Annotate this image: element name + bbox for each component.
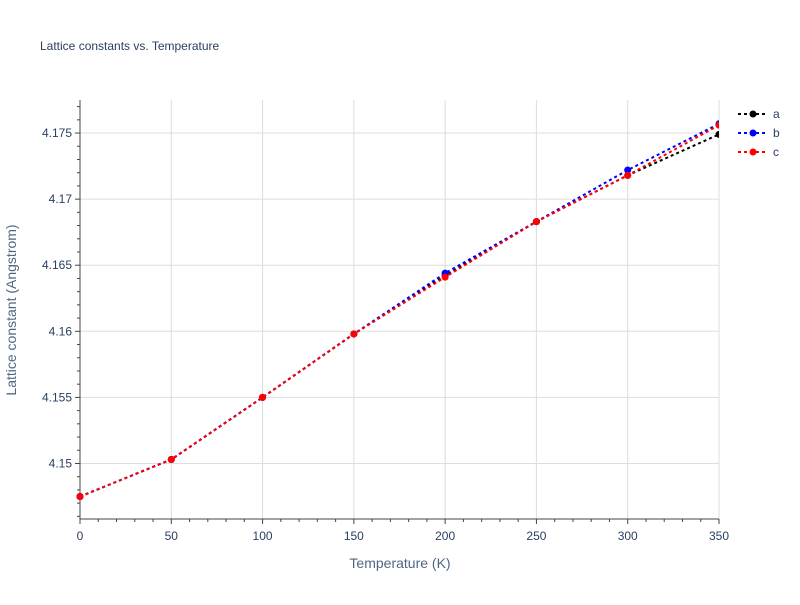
x-tick-label: 50 (165, 529, 179, 543)
y-axis-title: Lattice constant (Angstrom) (3, 224, 19, 395)
series-layer (76, 120, 719, 501)
data-point-c (259, 393, 267, 401)
x-tick-label: 350 (709, 529, 729, 543)
legend-swatch-marker (749, 110, 757, 118)
data-point-c (167, 456, 175, 464)
data-point-c (76, 493, 84, 501)
series-c (76, 121, 719, 501)
legend-label: b (773, 126, 780, 140)
data-point-c (624, 171, 632, 179)
series-line-c (79, 124, 719, 498)
x-tick-label: 0 (77, 529, 84, 543)
x-tick-label: 200 (435, 529, 455, 543)
y-tick-label: 4.17 (49, 192, 73, 206)
y-tick-label: 4.16 (49, 324, 73, 338)
x-tick-label: 150 (344, 529, 364, 543)
legend-item-a[interactable]: a (738, 107, 780, 121)
chart-title: Lattice constants vs. Temperature (40, 39, 220, 53)
y-tick-label: 4.165 (42, 258, 72, 272)
legend-swatch-marker (749, 148, 757, 156)
data-point-c (532, 218, 540, 226)
data-point-c (441, 273, 449, 281)
axes-layer: 0 50 100 150 200 250 300 350 4.15 4.155 4.16 4.165 4… (42, 100, 729, 543)
x-axis-title: Temperature (K) (349, 555, 450, 571)
y-tick-label: 4.155 (42, 390, 72, 404)
legend-label: a (773, 107, 780, 121)
data-point-c (715, 121, 719, 129)
data-point-b (624, 166, 632, 174)
legend-item-c[interactable]: c (738, 145, 779, 159)
x-tick-label: 250 (526, 529, 546, 543)
y-tick-label: 4.15 (49, 456, 73, 470)
x-tick-label: 100 (253, 529, 273, 543)
legend-item-b[interactable]: b (738, 126, 780, 140)
legend-label: c (773, 145, 779, 159)
y-tick-label: 4.175 (42, 126, 72, 140)
data-point-a (715, 130, 719, 138)
legend-swatch-marker (749, 129, 757, 137)
x-tick-label: 300 (618, 529, 638, 543)
data-point-c (350, 330, 358, 338)
legend[interactable]: abc (738, 107, 780, 159)
